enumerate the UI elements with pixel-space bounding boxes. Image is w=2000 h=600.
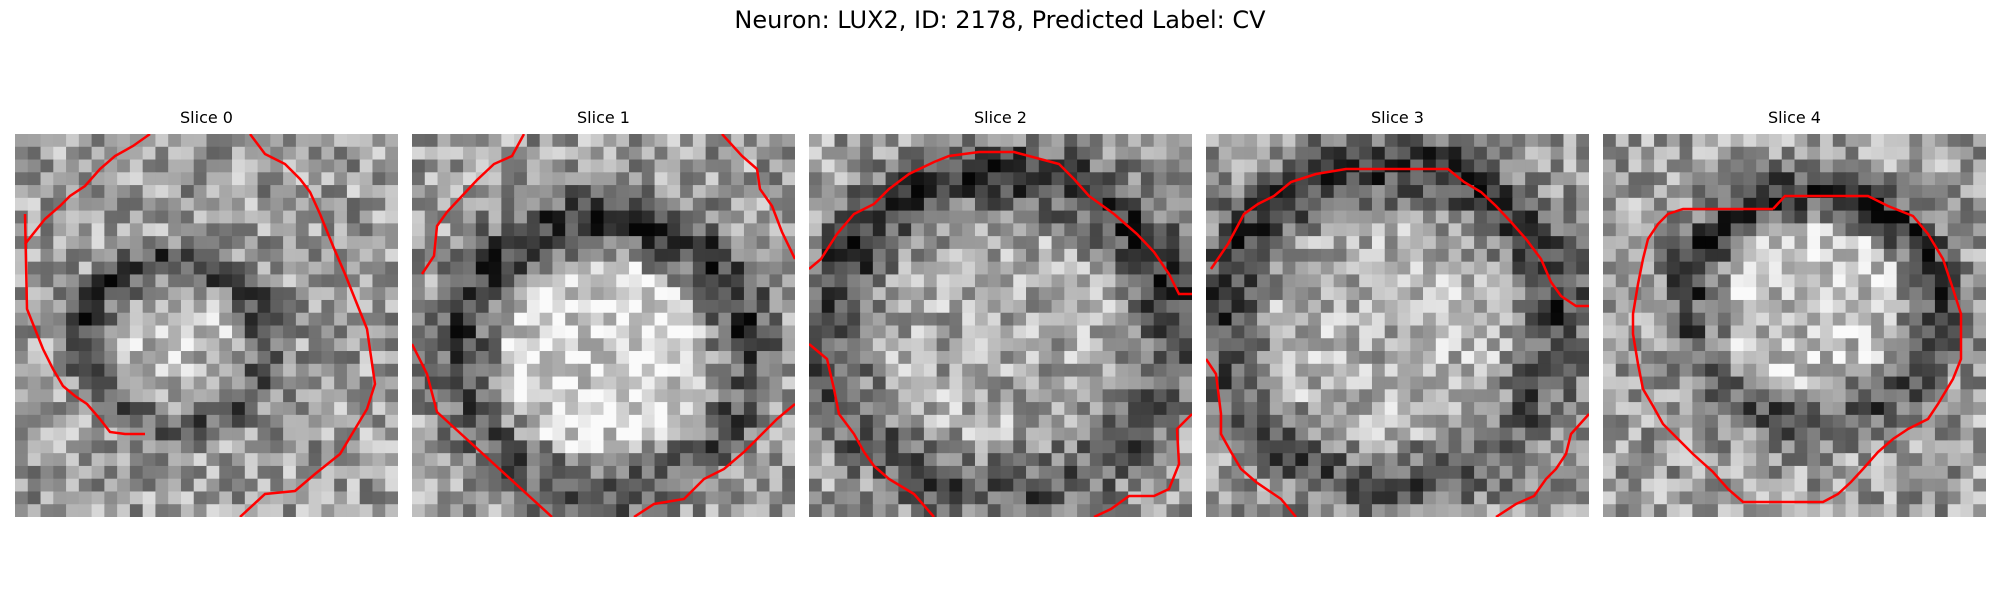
slice-image-0 (15, 134, 398, 517)
slice-title: Slice 3 (1371, 108, 1424, 127)
contour-line (633, 403, 795, 517)
slice-title: Slice 4 (1768, 108, 1821, 127)
slice-panel-3: Slice 3 (1206, 108, 1589, 517)
slice-panel-4: Slice 4 (1603, 108, 1986, 517)
contour-line (1631, 194, 1963, 504)
slice-title: Slice 0 (180, 108, 233, 127)
contour-line (24, 134, 151, 245)
contour-line (721, 134, 795, 260)
slice-panel-2: Slice 2 (809, 108, 1192, 517)
slice-title: Slice 1 (577, 108, 630, 127)
slice-panel-0: Slice 0 (15, 108, 398, 517)
contour-line (1495, 413, 1589, 517)
slice-image-4 (1603, 134, 1986, 517)
contour-line (239, 134, 377, 517)
contour-line (412, 343, 553, 517)
contour-line (420, 134, 526, 275)
slice-panel-1: Slice 1 (412, 108, 795, 517)
slice-image-1 (412, 134, 795, 517)
contour-line (23, 213, 145, 436)
contour-line (809, 150, 1192, 296)
contour-line (1209, 167, 1589, 308)
contour-line (809, 343, 935, 517)
slice-image-2 (809, 134, 1192, 517)
slice-title: Slice 2 (974, 108, 1027, 127)
contour-line (1093, 413, 1192, 517)
figure-title: Neuron: LUX2, ID: 2178, Predicted Label:… (734, 6, 1266, 34)
slice-image-3 (1206, 134, 1589, 517)
contour-line (1206, 358, 1297, 517)
